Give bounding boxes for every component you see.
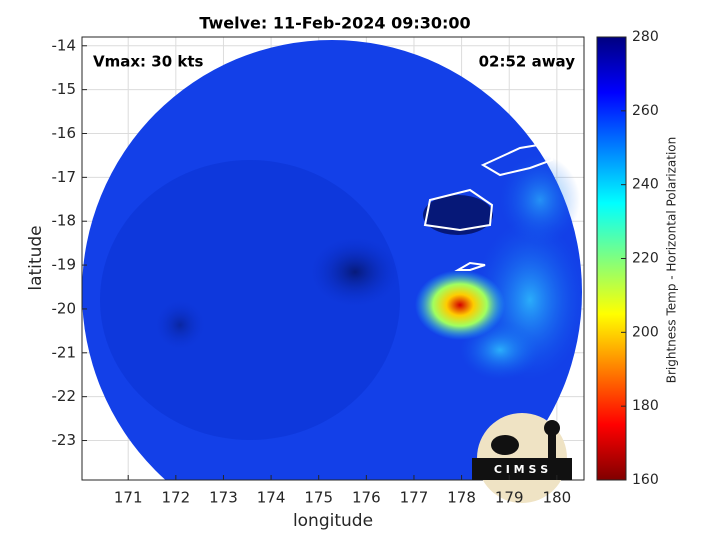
x-tick-label: 180: [543, 489, 572, 507]
colorbar-label: Brightness Temp - Horizontal Polarizatio…: [665, 137, 679, 384]
colorbar-tick-label: 220: [632, 251, 659, 267]
y-tick-label: -18: [52, 212, 77, 230]
x-tick-label: 177: [400, 489, 429, 507]
plot-frame: [81, 36, 585, 481]
x-tick-label: 174: [257, 489, 286, 507]
logo: C I M S S: [472, 413, 572, 503]
y-tick-label: -23: [52, 431, 77, 449]
y-tick-label: -17: [52, 168, 77, 186]
x-axis-label: longitude: [293, 511, 373, 531]
brightness-field: [82, 40, 584, 480]
x-tick-label: 175: [304, 489, 333, 507]
colorbar-tick-label: 240: [632, 177, 659, 193]
colorbar-tick-label: 280: [632, 29, 659, 45]
x-tick-label: 171: [114, 489, 143, 507]
x-tick-label: 179: [495, 489, 524, 507]
annotation: Vmax: 30 kts: [93, 53, 203, 71]
y-tick-label: -20: [52, 299, 77, 317]
colorbar-tick-label: 200: [632, 324, 659, 340]
colorbar-tick-label: 260: [632, 103, 659, 119]
y-axis-label: latitude: [26, 225, 46, 290]
x-tick-label: 172: [162, 489, 191, 507]
x-tick-label: 178: [447, 489, 476, 507]
colorbar-tick-label: 180: [632, 398, 659, 414]
y-tick-label: -21: [52, 343, 77, 361]
y-tick-label: -14: [52, 36, 77, 54]
x-tick-label: 176: [352, 489, 381, 507]
y-tick-label: -19: [52, 256, 77, 274]
colorbar-tick-label: 160: [632, 472, 659, 488]
y-tick-label: -15: [52, 80, 77, 98]
x-tick-label: 173: [209, 489, 238, 507]
chart-title: Twelve: 11-Feb-2024 09:30:00: [199, 14, 470, 33]
y-tick-label: -22: [52, 387, 77, 405]
logo-text: C I M S S: [494, 463, 548, 476]
y-tick-label: -16: [52, 124, 77, 142]
annotation: 02:52 away: [479, 53, 576, 71]
